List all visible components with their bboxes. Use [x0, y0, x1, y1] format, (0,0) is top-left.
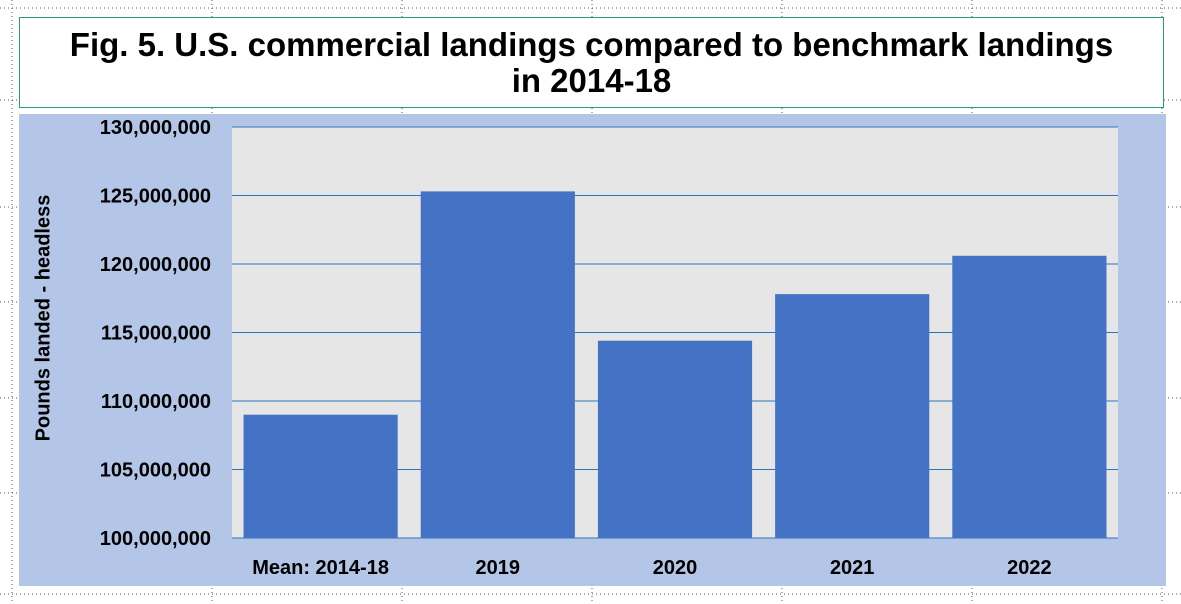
bar-1 [420, 191, 575, 538]
bars [243, 191, 1107, 538]
y-tick-label-1: 105,000,000 [100, 460, 211, 482]
y-tick-label-4: 120,000,000 [100, 254, 211, 276]
y-tick-label-6: 130,000,000 [100, 117, 211, 139]
bar-4 [952, 255, 1107, 538]
y-tick-label-5: 125,000,000 [100, 186, 211, 208]
y-tick-label-0: 100,000,000 [100, 528, 211, 550]
x-axis-ticks: Mean: 2014-18 2019 2020 2021 2022 [252, 557, 1051, 579]
y-axis-title: Pounds landed - headless [32, 194, 55, 442]
x-tick-label-2: 2020 [653, 557, 698, 579]
bar-3 [775, 294, 930, 538]
x-tick-label-1: 2019 [476, 557, 521, 579]
y-axis-ticks: 100,000,000 105,000,000 110,000,000 115,000… [100, 117, 211, 550]
y-tick-label-3: 115,000,000 [101, 323, 211, 345]
x-tick-label-3: 2021 [830, 557, 875, 579]
chart-title-box: Fig. 5. U.S. commercial landings compare… [19, 17, 1164, 108]
bar-0 [243, 414, 398, 538]
chart-title: Fig. 5. U.S. commercial landings compare… [69, 25, 1114, 99]
x-tick-label-4: 2022 [1007, 557, 1052, 579]
y-tick-label-2: 110,000,000 [101, 391, 211, 413]
x-tick-label-0: Mean: 2014-18 [252, 557, 389, 579]
bar-2 [597, 340, 753, 538]
